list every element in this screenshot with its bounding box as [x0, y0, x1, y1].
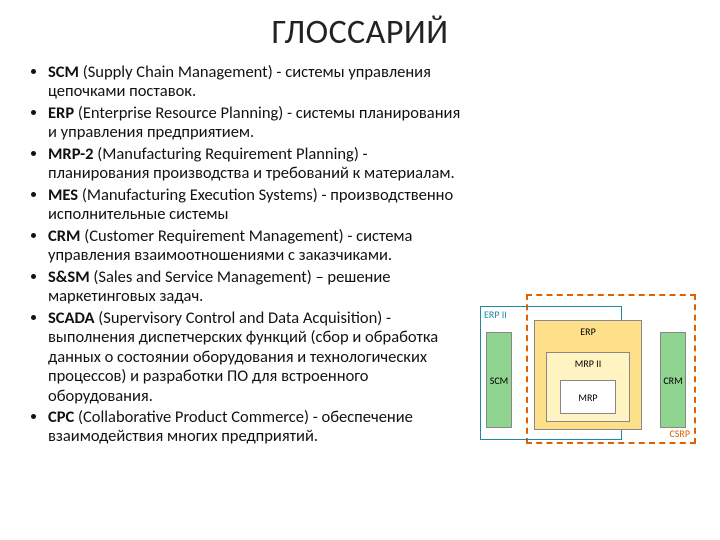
- nesting-diagram: CSRP ERP II SCM CRM ERP MRP II MRP: [476, 290, 702, 448]
- csrp-label: CSRP: [669, 427, 690, 440]
- list-item: SCM (Supply Chain Management) - системы …: [48, 63, 468, 102]
- expansion: (Manufacturing Execution Systems): [82, 185, 318, 205]
- term: ERP: [48, 103, 74, 123]
- list-item: MRP-2 (Manufacturing Requirement Plannin…: [48, 145, 468, 184]
- scm-label: SCM: [490, 374, 508, 387]
- erp-label: ERP: [580, 325, 595, 338]
- expansion: (Supply Chain Management): [83, 62, 273, 82]
- erp2-label: ERP II: [484, 308, 507, 321]
- mrp-label: MRP: [578, 391, 597, 404]
- crm-label: CRM: [663, 374, 682, 387]
- list-item: ERP (Enterprise Resource Planning) - сис…: [48, 104, 468, 143]
- slide: ГЛОССАРИЙ SCM (Supply Chain Management) …: [0, 0, 720, 540]
- term: SCADA: [48, 308, 95, 328]
- term: S&SM: [48, 267, 90, 287]
- page-title: ГЛОССАРИЙ: [28, 12, 692, 53]
- expansion: (Sales and Service Management): [93, 267, 311, 287]
- mrp2-label: MRP II: [575, 357, 601, 370]
- glossary-list: SCM (Supply Chain Management) - системы …: [28, 63, 468, 447]
- expansion: (Customer Requirement Management): [84, 226, 343, 246]
- term: MRP-2: [48, 144, 94, 164]
- mrp-box: MRP: [560, 380, 616, 414]
- crm-box: CRM: [660, 332, 686, 428]
- term: CPC: [48, 407, 74, 427]
- expansion: (Enterprise Resource Planning): [78, 103, 283, 123]
- expansion: (Supervisory Control and Data Acquisitio…: [98, 308, 382, 328]
- list-item: CRM (Customer Requirement Management) - …: [48, 227, 468, 266]
- list-item: MES (Manufacturing Execution Systems) - …: [48, 186, 468, 225]
- term: CRM: [48, 226, 80, 246]
- scm-box: SCM: [486, 332, 512, 428]
- term: MES: [48, 185, 78, 205]
- expansion: (Manufacturing Requirement Planning): [97, 144, 359, 164]
- term: SCM: [48, 62, 79, 82]
- list-item: S&SM (Sales and Service Management) – ре…: [48, 268, 468, 307]
- expansion: (Collaborative Product Commerce): [78, 407, 309, 427]
- list-item: CPC (Collaborative Product Commerce) - о…: [48, 408, 468, 447]
- list-item: SCADA (Supervisory Control and Data Acqu…: [48, 309, 468, 406]
